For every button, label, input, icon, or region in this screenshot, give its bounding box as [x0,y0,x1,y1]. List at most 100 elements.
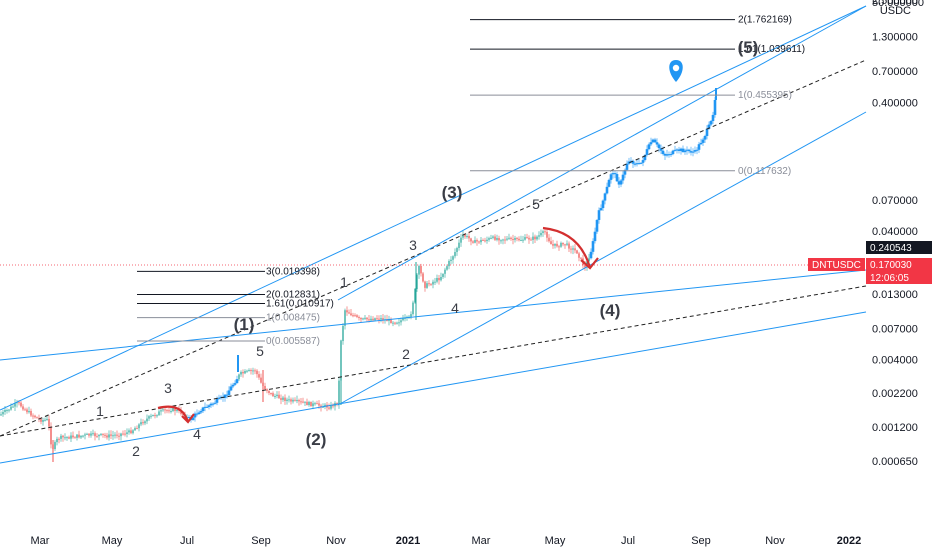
trendline-3 [337,5,867,301]
candle-body [358,316,360,319]
candle-body [402,318,404,321]
x-tick-label-11: 2022 [837,535,861,547]
wave-minor-1: 2 [132,443,140,459]
candle-body [474,240,476,243]
wave-minor-3: 4 [193,426,201,442]
wave-minor-0: 1 [96,403,104,419]
candle-body [124,433,126,435]
wave-minor-8: 4 [451,300,459,316]
candle-body [448,260,450,267]
y-tick-label-0: 50.000000 [872,0,924,9]
price-axis[interactable]: USDC50.00000027.50000015.5000008.5000005… [872,0,924,468]
candle-body [336,402,338,405]
candle-body [556,243,558,247]
candle-body [136,428,138,430]
candle-body [484,240,486,242]
candle-body [436,277,438,282]
candle-body [296,400,298,402]
candle-body [599,208,603,211]
candle-body [158,411,160,416]
y-tick-label-14: 0.004000 [872,355,918,367]
candle-body [544,231,546,233]
candle-body [635,163,639,165]
candle-body [134,428,136,431]
candle-body [203,406,207,408]
candle-body [197,412,201,415]
y-tick-label-7: 0.700000 [872,66,918,78]
candle-body [346,310,348,313]
candle-body [665,154,669,156]
candle-body [370,318,372,321]
candle-body [528,237,530,240]
candle-body [432,281,434,285]
candle-body [649,142,653,145]
candle-body [193,413,197,418]
candle-body [225,394,229,396]
red-arc-1 [157,405,190,423]
candle-body [462,234,464,238]
candle-body [512,239,514,241]
candle-body [209,403,213,406]
candle-body [318,403,320,406]
y-axis-unit: USDC [880,5,911,17]
candle-body [701,139,705,143]
candle-body [568,243,570,249]
candle-body [458,242,460,249]
candle-body [574,248,576,251]
candle-body [681,148,685,153]
price-label-3: 12:06:05 [870,273,909,284]
candle-body [542,231,544,233]
candle-body [215,398,219,403]
time-axis[interactable]: Mar May Jul Sep Nov 2021 Mar May Jul Sep Nov 2022 [31,535,862,547]
candle-body [500,240,502,242]
candle-body [607,179,611,187]
wave-major-1: (2) [306,430,327,449]
candle-body [86,433,88,435]
candle-body [162,409,164,411]
trendline-6 [0,269,867,361]
candle-body [88,433,90,436]
candle-body [314,403,316,405]
candle-body [510,237,512,240]
candle-body [110,434,112,436]
candle-body [84,434,86,436]
candle-body [392,322,394,324]
candle-body [526,237,528,239]
candle-body [233,383,237,385]
candle-body [456,248,458,253]
candle-body [252,370,254,372]
candle-body [118,435,120,437]
candle-body [454,252,456,257]
candle-body [304,401,306,403]
fib1-label-2: 1.61(0.010917) [266,299,334,310]
price-label-box-0 [866,241,932,254]
red-arc-2-head [580,257,599,270]
candle-body [651,139,655,143]
candle-body [368,319,370,321]
candle-body [661,150,665,155]
candle-body [498,238,500,241]
candle-body [280,398,282,400]
candle-body [250,370,252,372]
candle-body [332,405,334,407]
candle-body [205,406,209,408]
candle-body [120,433,122,437]
candle-body [576,250,578,254]
price-label-box-3 [866,271,932,284]
candle-body [422,273,424,282]
candle-body [298,400,300,402]
candle-body [470,238,472,242]
location-pin-icon [669,60,683,82]
price-label-1: DNTUSDC [812,260,861,271]
candle-body [288,399,290,401]
pin-dot [672,64,680,72]
candle-body [540,232,542,236]
candle-body [538,235,540,237]
candle-body [699,142,703,145]
candle-body [246,370,248,372]
candle-body [564,244,566,246]
candle-body [653,139,657,143]
candle-body [90,433,92,436]
